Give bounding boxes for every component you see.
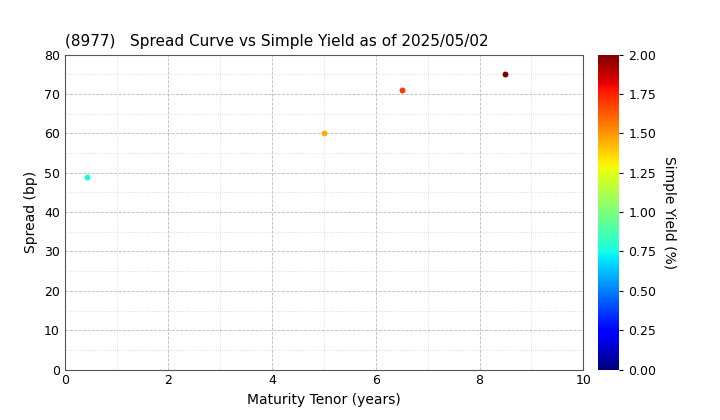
X-axis label: Maturity Tenor (years): Maturity Tenor (years) xyxy=(247,393,401,407)
Y-axis label: Spread (bp): Spread (bp) xyxy=(24,171,38,253)
Text: (8977)   Spread Curve vs Simple Yield as of 2025/05/02: (8977) Spread Curve vs Simple Yield as o… xyxy=(65,34,488,49)
Point xyxy=(396,87,408,93)
Point xyxy=(500,71,511,78)
Y-axis label: Simple Yield (%): Simple Yield (%) xyxy=(662,155,675,269)
Point xyxy=(318,130,330,137)
Point xyxy=(81,173,92,180)
